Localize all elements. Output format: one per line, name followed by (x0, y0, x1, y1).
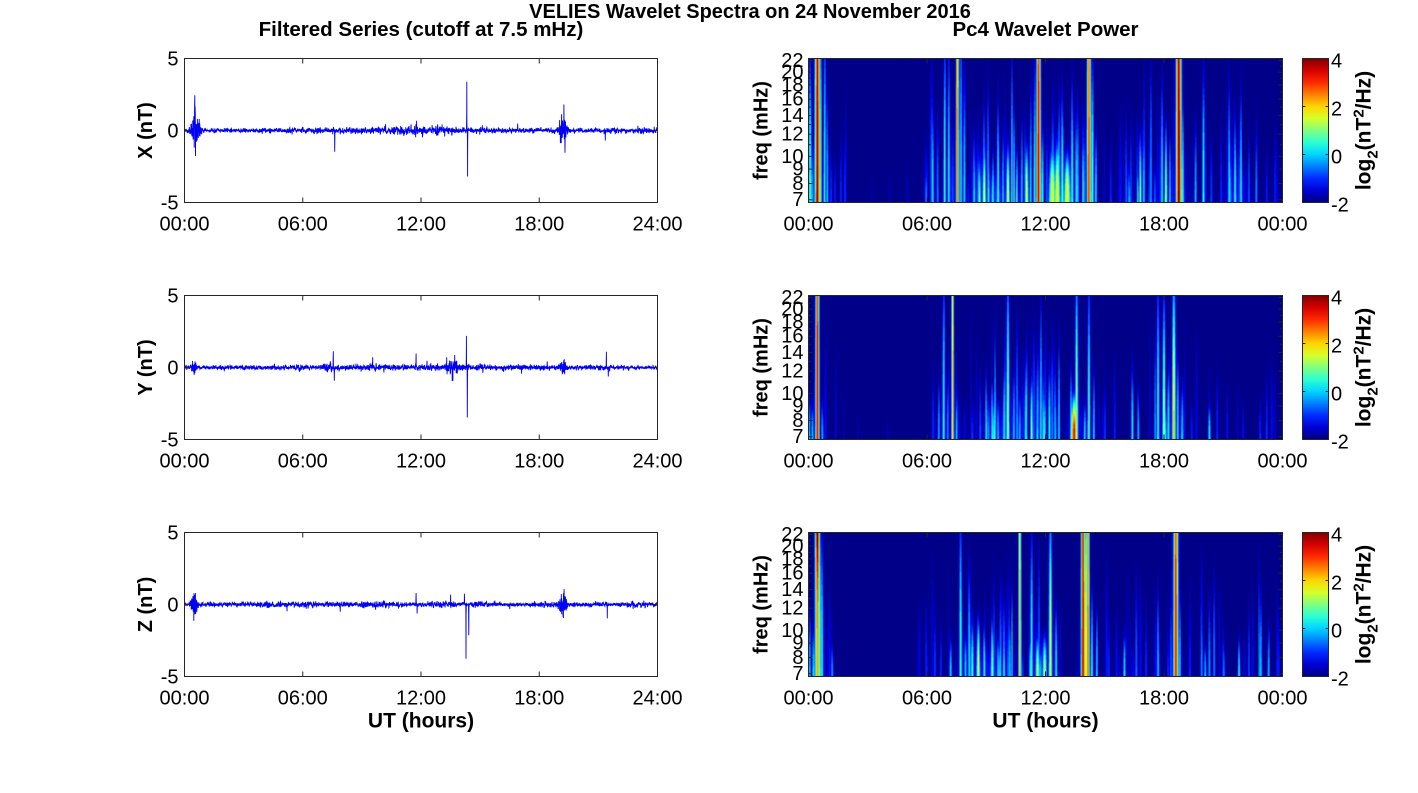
svg-text:9: 9 (792, 159, 803, 181)
svg-text:00:00: 00:00 (159, 451, 209, 473)
svg-text:12: 12 (781, 361, 803, 383)
svg-text:12:00: 12:00 (396, 214, 446, 236)
svg-text:18:00: 18:00 (514, 214, 564, 236)
svg-text:06:00: 06:00 (278, 214, 328, 236)
svg-text:-5: -5 (161, 193, 179, 215)
svg-text:20: 20 (781, 299, 803, 321)
svg-text:-2: -2 (1331, 669, 1349, 691)
svg-text:06:00: 06:00 (902, 214, 952, 236)
svg-text:24:00: 24:00 (632, 214, 682, 236)
svg-text:4: 4 (1331, 288, 1342, 310)
svg-text:2: 2 (1331, 99, 1342, 121)
svg-text:-2: -2 (1331, 432, 1349, 454)
svg-text:0: 0 (1331, 621, 1342, 643)
svg-text:06:00: 06:00 (278, 688, 328, 710)
svg-text:12:00: 12:00 (1020, 214, 1070, 236)
svg-text:Filtered Series (cutoff at 7.5: Filtered Series (cutoff at 7.5 mHz) (259, 18, 584, 41)
svg-text:Y (nT): Y (nT) (135, 339, 157, 395)
svg-text:18:00: 18:00 (1139, 451, 1189, 473)
svg-text:5: 5 (167, 523, 178, 545)
svg-text:16: 16 (781, 326, 803, 348)
svg-text:4: 4 (1331, 525, 1342, 547)
svg-text:0: 0 (167, 358, 178, 380)
svg-text:Pc4 Wavelet Power: Pc4 Wavelet Power (952, 18, 1138, 41)
svg-text:10: 10 (781, 620, 803, 642)
svg-text:18:00: 18:00 (1139, 688, 1189, 710)
svg-text:UT (hours): UT (hours) (992, 710, 1098, 733)
svg-text:18: 18 (781, 548, 803, 570)
svg-text:7: 7 (792, 663, 803, 685)
svg-text:0: 0 (1331, 384, 1342, 406)
svg-text:8: 8 (792, 647, 803, 669)
svg-text:00:00: 00:00 (1257, 214, 1307, 236)
svg-text:UT (hours): UT (hours) (368, 710, 474, 733)
svg-text:14: 14 (781, 342, 803, 364)
svg-text:freq (mHz): freq (mHz) (751, 81, 773, 180)
svg-text:18: 18 (781, 311, 803, 333)
svg-text:Z (nT): Z (nT) (135, 577, 157, 633)
svg-text:00:00: 00:00 (1257, 451, 1307, 473)
svg-text:7: 7 (792, 189, 803, 211)
svg-text:X (nT): X (nT) (135, 102, 157, 159)
svg-text:9: 9 (792, 633, 803, 655)
svg-text:06:00: 06:00 (902, 688, 952, 710)
svg-text:12:00: 12:00 (1020, 688, 1070, 710)
svg-text:12:00: 12:00 (1020, 451, 1070, 473)
svg-text:16: 16 (781, 89, 803, 111)
svg-text:00:00: 00:00 (159, 688, 209, 710)
svg-text:18:00: 18:00 (514, 451, 564, 473)
svg-text:24:00: 24:00 (632, 451, 682, 473)
svg-text:10: 10 (781, 383, 803, 405)
svg-text:10: 10 (781, 146, 803, 168)
svg-text:24:00: 24:00 (632, 688, 682, 710)
svg-text:freq (mHz): freq (mHz) (751, 555, 773, 654)
svg-text:VELIES Wavelet Spectra on 24 N: VELIES Wavelet Spectra on 24 November 20… (529, 1, 971, 23)
svg-text:-5: -5 (161, 667, 179, 689)
svg-text:00:00: 00:00 (783, 214, 833, 236)
svg-text:-2: -2 (1331, 195, 1349, 217)
svg-text:00:00: 00:00 (783, 688, 833, 710)
svg-text:12:00: 12:00 (396, 451, 446, 473)
svg-text:2: 2 (1331, 573, 1342, 595)
svg-text:7: 7 (792, 426, 803, 448)
svg-text:8: 8 (792, 173, 803, 195)
svg-text:22: 22 (781, 50, 803, 72)
svg-text:06:00: 06:00 (278, 451, 328, 473)
svg-text:0: 0 (1331, 147, 1342, 169)
svg-text:4: 4 (1331, 51, 1342, 73)
svg-text:0: 0 (167, 121, 178, 143)
svg-text:12: 12 (781, 598, 803, 620)
svg-text:12:00: 12:00 (396, 688, 446, 710)
svg-text:-5: -5 (161, 430, 179, 452)
svg-text:20: 20 (781, 536, 803, 558)
svg-text:18:00: 18:00 (514, 688, 564, 710)
svg-text:14: 14 (781, 105, 803, 127)
svg-text:5: 5 (167, 286, 178, 308)
svg-text:freq (mHz): freq (mHz) (751, 318, 773, 417)
svg-text:5: 5 (167, 49, 178, 71)
svg-text:0: 0 (167, 595, 178, 617)
svg-text:2: 2 (1331, 336, 1342, 358)
svg-text:9: 9 (792, 396, 803, 418)
svg-text:00:00: 00:00 (1257, 688, 1307, 710)
svg-text:00:00: 00:00 (159, 214, 209, 236)
svg-text:12: 12 (781, 124, 803, 146)
svg-text:8: 8 (792, 410, 803, 432)
svg-text:22: 22 (781, 287, 803, 309)
svg-text:00:00: 00:00 (783, 451, 833, 473)
svg-text:22: 22 (781, 524, 803, 546)
svg-text:18:00: 18:00 (1139, 214, 1189, 236)
svg-text:14: 14 (781, 579, 803, 601)
svg-text:06:00: 06:00 (902, 451, 952, 473)
svg-text:16: 16 (781, 563, 803, 585)
svg-text:18: 18 (781, 74, 803, 96)
svg-text:20: 20 (781, 62, 803, 84)
